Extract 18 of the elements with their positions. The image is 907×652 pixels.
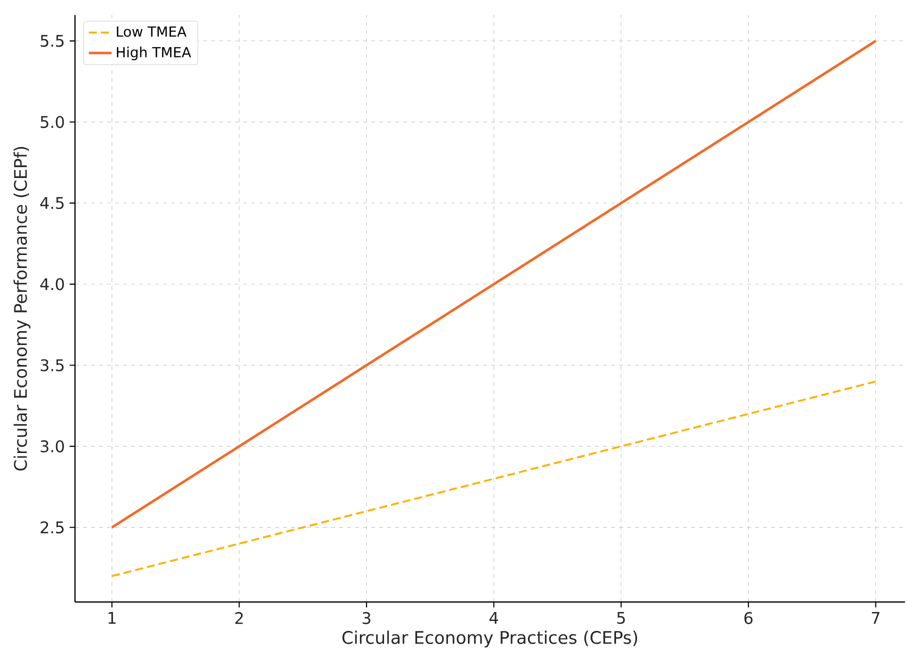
legend-label: High TMEA	[116, 46, 192, 60]
y-tick-label: 4.0	[40, 278, 64, 290]
y-tick-label: 5.5	[40, 34, 64, 47]
legend-label: Low TMEA	[116, 26, 186, 37]
x-tick-label: 7	[872, 612, 880, 624]
y-tick-label: 3.5	[40, 359, 64, 372]
x-tick-label: 6	[744, 612, 753, 624]
y-axis-title: Circular Economy Performance (CEPf)	[14, 146, 30, 471]
x-tick-label: 1	[108, 612, 116, 624]
y-tick-label: 2.5	[40, 521, 64, 534]
x-tick-label: 2	[235, 612, 243, 624]
x-tick-label: 5	[617, 612, 625, 624]
x-tick-label: 4	[490, 612, 498, 624]
y-tick-label: 5.0	[40, 116, 64, 128]
y-tick-label: 3.0	[40, 440, 64, 452]
x-axis-title: Circular Economy Practices (CEPs)	[342, 630, 638, 648]
y-tick-label: 4.5	[40, 197, 64, 210]
x-tick-label: 3	[362, 612, 370, 624]
